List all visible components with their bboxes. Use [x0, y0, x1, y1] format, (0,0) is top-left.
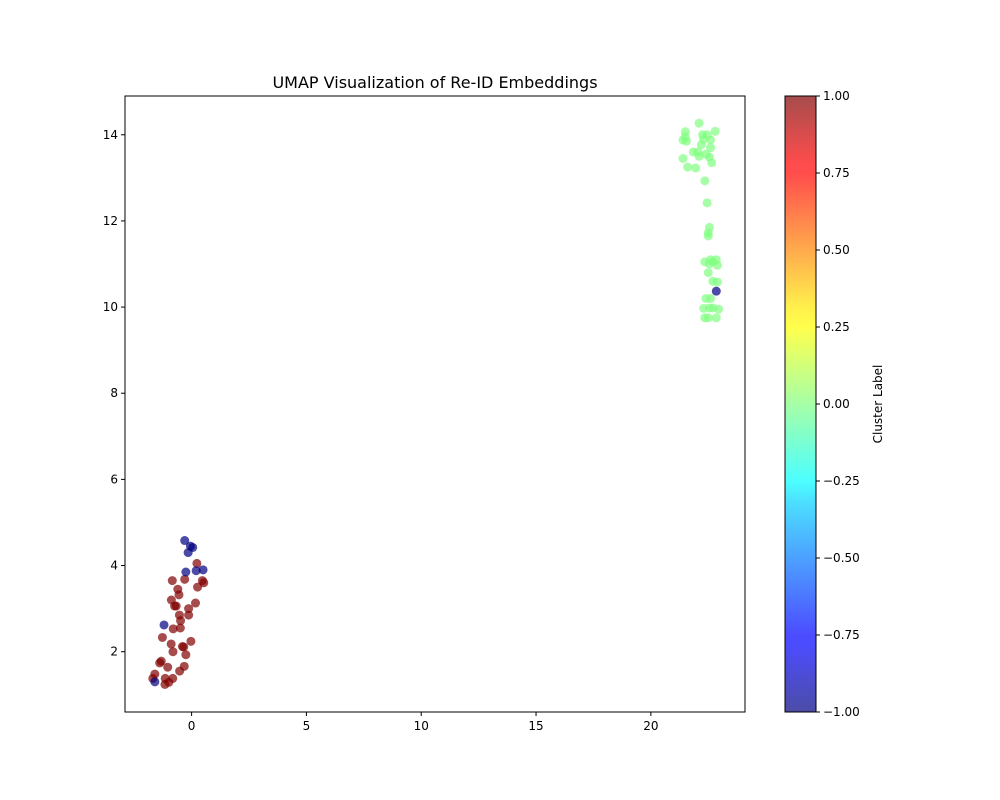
- y-axis-ticks: 2 4 6 8 10 12 14: [103, 128, 125, 659]
- data-point-cluster-1: [175, 666, 185, 676]
- data-point-cluster-0: [678, 153, 688, 163]
- data-point-cluster-1: [166, 639, 176, 649]
- data-point-cluster-0: [696, 140, 706, 150]
- data-point-cluster-0: [694, 151, 704, 161]
- x-tick-label: 0: [188, 719, 196, 733]
- data-point-cluster-1: [175, 623, 185, 633]
- data-point-cluster--1: [181, 567, 191, 577]
- y-tick-label: 4: [110, 559, 118, 573]
- data-point-cluster-0: [703, 231, 713, 241]
- data-point-cluster-0: [683, 162, 693, 172]
- data-point-cluster-1: [186, 636, 196, 646]
- data-points: [148, 118, 724, 689]
- y-tick-label: 2: [110, 645, 118, 659]
- data-point-cluster-0: [706, 135, 716, 145]
- y-tick-label: 10: [103, 300, 118, 314]
- chart-title: UMAP Visualization of Re-ID Embeddings: [272, 73, 597, 92]
- data-point-cluster-1: [192, 558, 202, 568]
- colorbar-tick-label: −0.75: [823, 628, 860, 642]
- data-point-cluster-1: [184, 604, 194, 614]
- x-tick-label: 20: [643, 719, 658, 733]
- colorbar-ticks: −1.00 −0.75 −0.50 −0.25 0.00 0.25 0.50 0.75 1.00: [816, 89, 860, 719]
- data-point-cluster-0: [714, 304, 724, 314]
- data-point-cluster-1: [163, 662, 173, 672]
- y-tick-label: 14: [103, 128, 118, 142]
- data-point-cluster-0: [712, 260, 722, 270]
- data-point-cluster--1: [191, 566, 201, 576]
- data-point-cluster--1: [711, 286, 721, 296]
- colorbar-label: Cluster Label: [871, 365, 885, 444]
- x-tick-label: 10: [414, 719, 429, 733]
- data-point-cluster-1: [155, 658, 165, 668]
- data-point-cluster-0: [711, 313, 721, 323]
- data-point-cluster--1: [159, 620, 169, 630]
- colorbar-tick-label: −1.00: [823, 705, 860, 719]
- data-point-cluster-1: [168, 647, 178, 657]
- y-tick-label: 6: [110, 472, 118, 486]
- data-point-cluster-1: [174, 590, 184, 600]
- data-point-cluster-1: [171, 601, 181, 611]
- data-point-cluster-0: [706, 143, 716, 153]
- y-tick-label: 12: [103, 214, 118, 228]
- data-point-cluster--1: [183, 548, 193, 558]
- data-point-cluster-1: [193, 582, 203, 592]
- data-point-cluster-1: [160, 679, 170, 689]
- x-tick-label: 5: [303, 719, 311, 733]
- colorbar-gradient: [785, 96, 816, 712]
- y-tick-label: 8: [110, 386, 118, 400]
- colorbar: −1.00 −0.75 −0.50 −0.25 0.00 0.25 0.50 0.75 1.00…: [784, 89, 885, 719]
- colorbar-tick-label: −0.50: [823, 551, 860, 565]
- data-point-cluster-1: [167, 576, 177, 586]
- colorbar-tick-label: 1.00: [823, 89, 850, 103]
- plot-area-frame: [124, 95, 746, 713]
- data-point-cluster-1: [190, 598, 200, 608]
- data-point-cluster-0: [702, 198, 712, 208]
- data-point-cluster-0: [703, 268, 713, 278]
- colorbar-tick-label: 0.25: [823, 320, 850, 334]
- data-point-cluster-1: [168, 624, 178, 634]
- data-point-cluster-0: [712, 277, 722, 287]
- colorbar-tick-label: 0.50: [823, 243, 850, 257]
- x-tick-label: 15: [528, 719, 543, 733]
- data-point-cluster-0: [681, 136, 691, 146]
- data-point-cluster-0: [694, 118, 704, 128]
- data-point-cluster-0: [691, 163, 701, 173]
- data-point-cluster-1: [179, 642, 189, 652]
- data-point-cluster-1: [181, 650, 191, 660]
- data-point-cluster-1: [184, 610, 194, 620]
- data-point-cluster-0: [706, 293, 716, 303]
- data-point-cluster--1: [180, 536, 190, 546]
- data-point-cluster-0: [710, 126, 720, 136]
- data-point-cluster-1: [157, 632, 167, 642]
- data-point-cluster-1: [166, 595, 176, 605]
- data-point-cluster--1: [198, 565, 208, 575]
- data-point-cluster--1: [150, 677, 160, 687]
- data-point-cluster-0: [704, 259, 714, 269]
- colorbar-tick-label: 0.75: [823, 166, 850, 180]
- data-point-cluster-0: [700, 176, 710, 186]
- colorbar-tick-label: 0.00: [823, 397, 850, 411]
- data-point-cluster-1: [180, 574, 190, 584]
- data-point-cluster-0: [707, 158, 717, 168]
- x-axis-ticks: 0 5 10 15 20: [188, 712, 658, 733]
- data-point-cluster-1: [176, 616, 186, 626]
- data-point-cluster-0: [703, 313, 713, 323]
- colorbar-tick-label: −0.25: [823, 474, 860, 488]
